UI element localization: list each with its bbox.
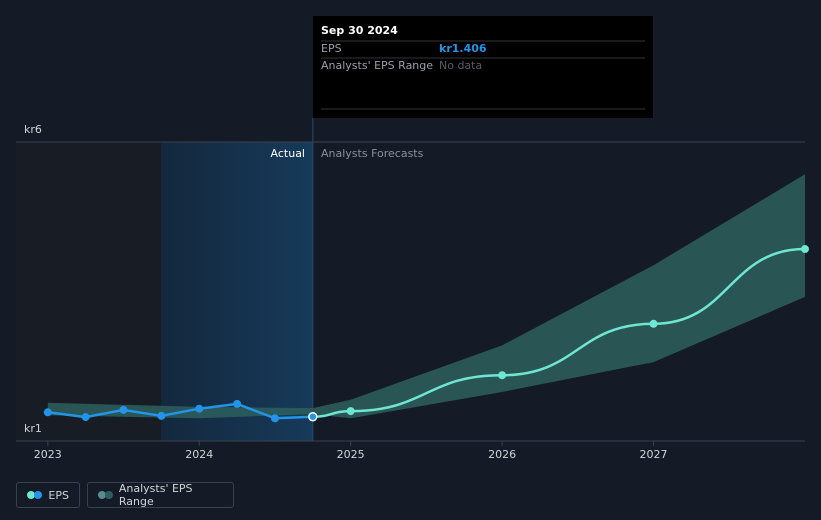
y-tick-label: kr6 [24,123,42,136]
point [270,414,279,423]
annotation: Analysts Forecasts [321,147,424,160]
legend-item[interactable]: Analysts' EPS Range [87,482,234,508]
tooltip-label: EPS [321,42,342,55]
range-area [47,174,805,419]
point [801,245,809,254]
past-region [16,142,161,441]
point [649,319,658,328]
point [308,411,318,422]
tooltip [313,16,653,118]
legend-icon [27,491,42,499]
point [346,407,355,416]
tooltip-value: No data [439,59,482,72]
x-tick-label: 2024 [185,448,213,461]
x-tick-label: 2027 [640,448,668,461]
legend-icon [98,491,113,499]
y-tick-label: kr1 [24,422,42,435]
point [195,404,204,413]
x-tick-label: 2023 [34,448,62,461]
line [47,402,313,420]
point [43,408,52,417]
point [81,413,90,422]
hover-region [161,142,313,441]
point [119,405,128,414]
point [233,399,242,408]
legend-label: Analysts' EPS Range [118,482,193,508]
point [157,411,166,420]
point [498,371,507,380]
tooltip-label: Analysts' EPS Range [321,59,433,72]
x-tick-label: 2025 [337,448,365,461]
legend-item[interactable]: EPS [16,482,80,508]
legend-label: EPS [48,488,69,502]
tooltip-value: kr1.406 [439,42,487,55]
tooltip-date: Sep 30 2024 [321,24,398,37]
annotation: Actual [271,147,305,160]
x-tick-label: 2026 [488,448,516,461]
